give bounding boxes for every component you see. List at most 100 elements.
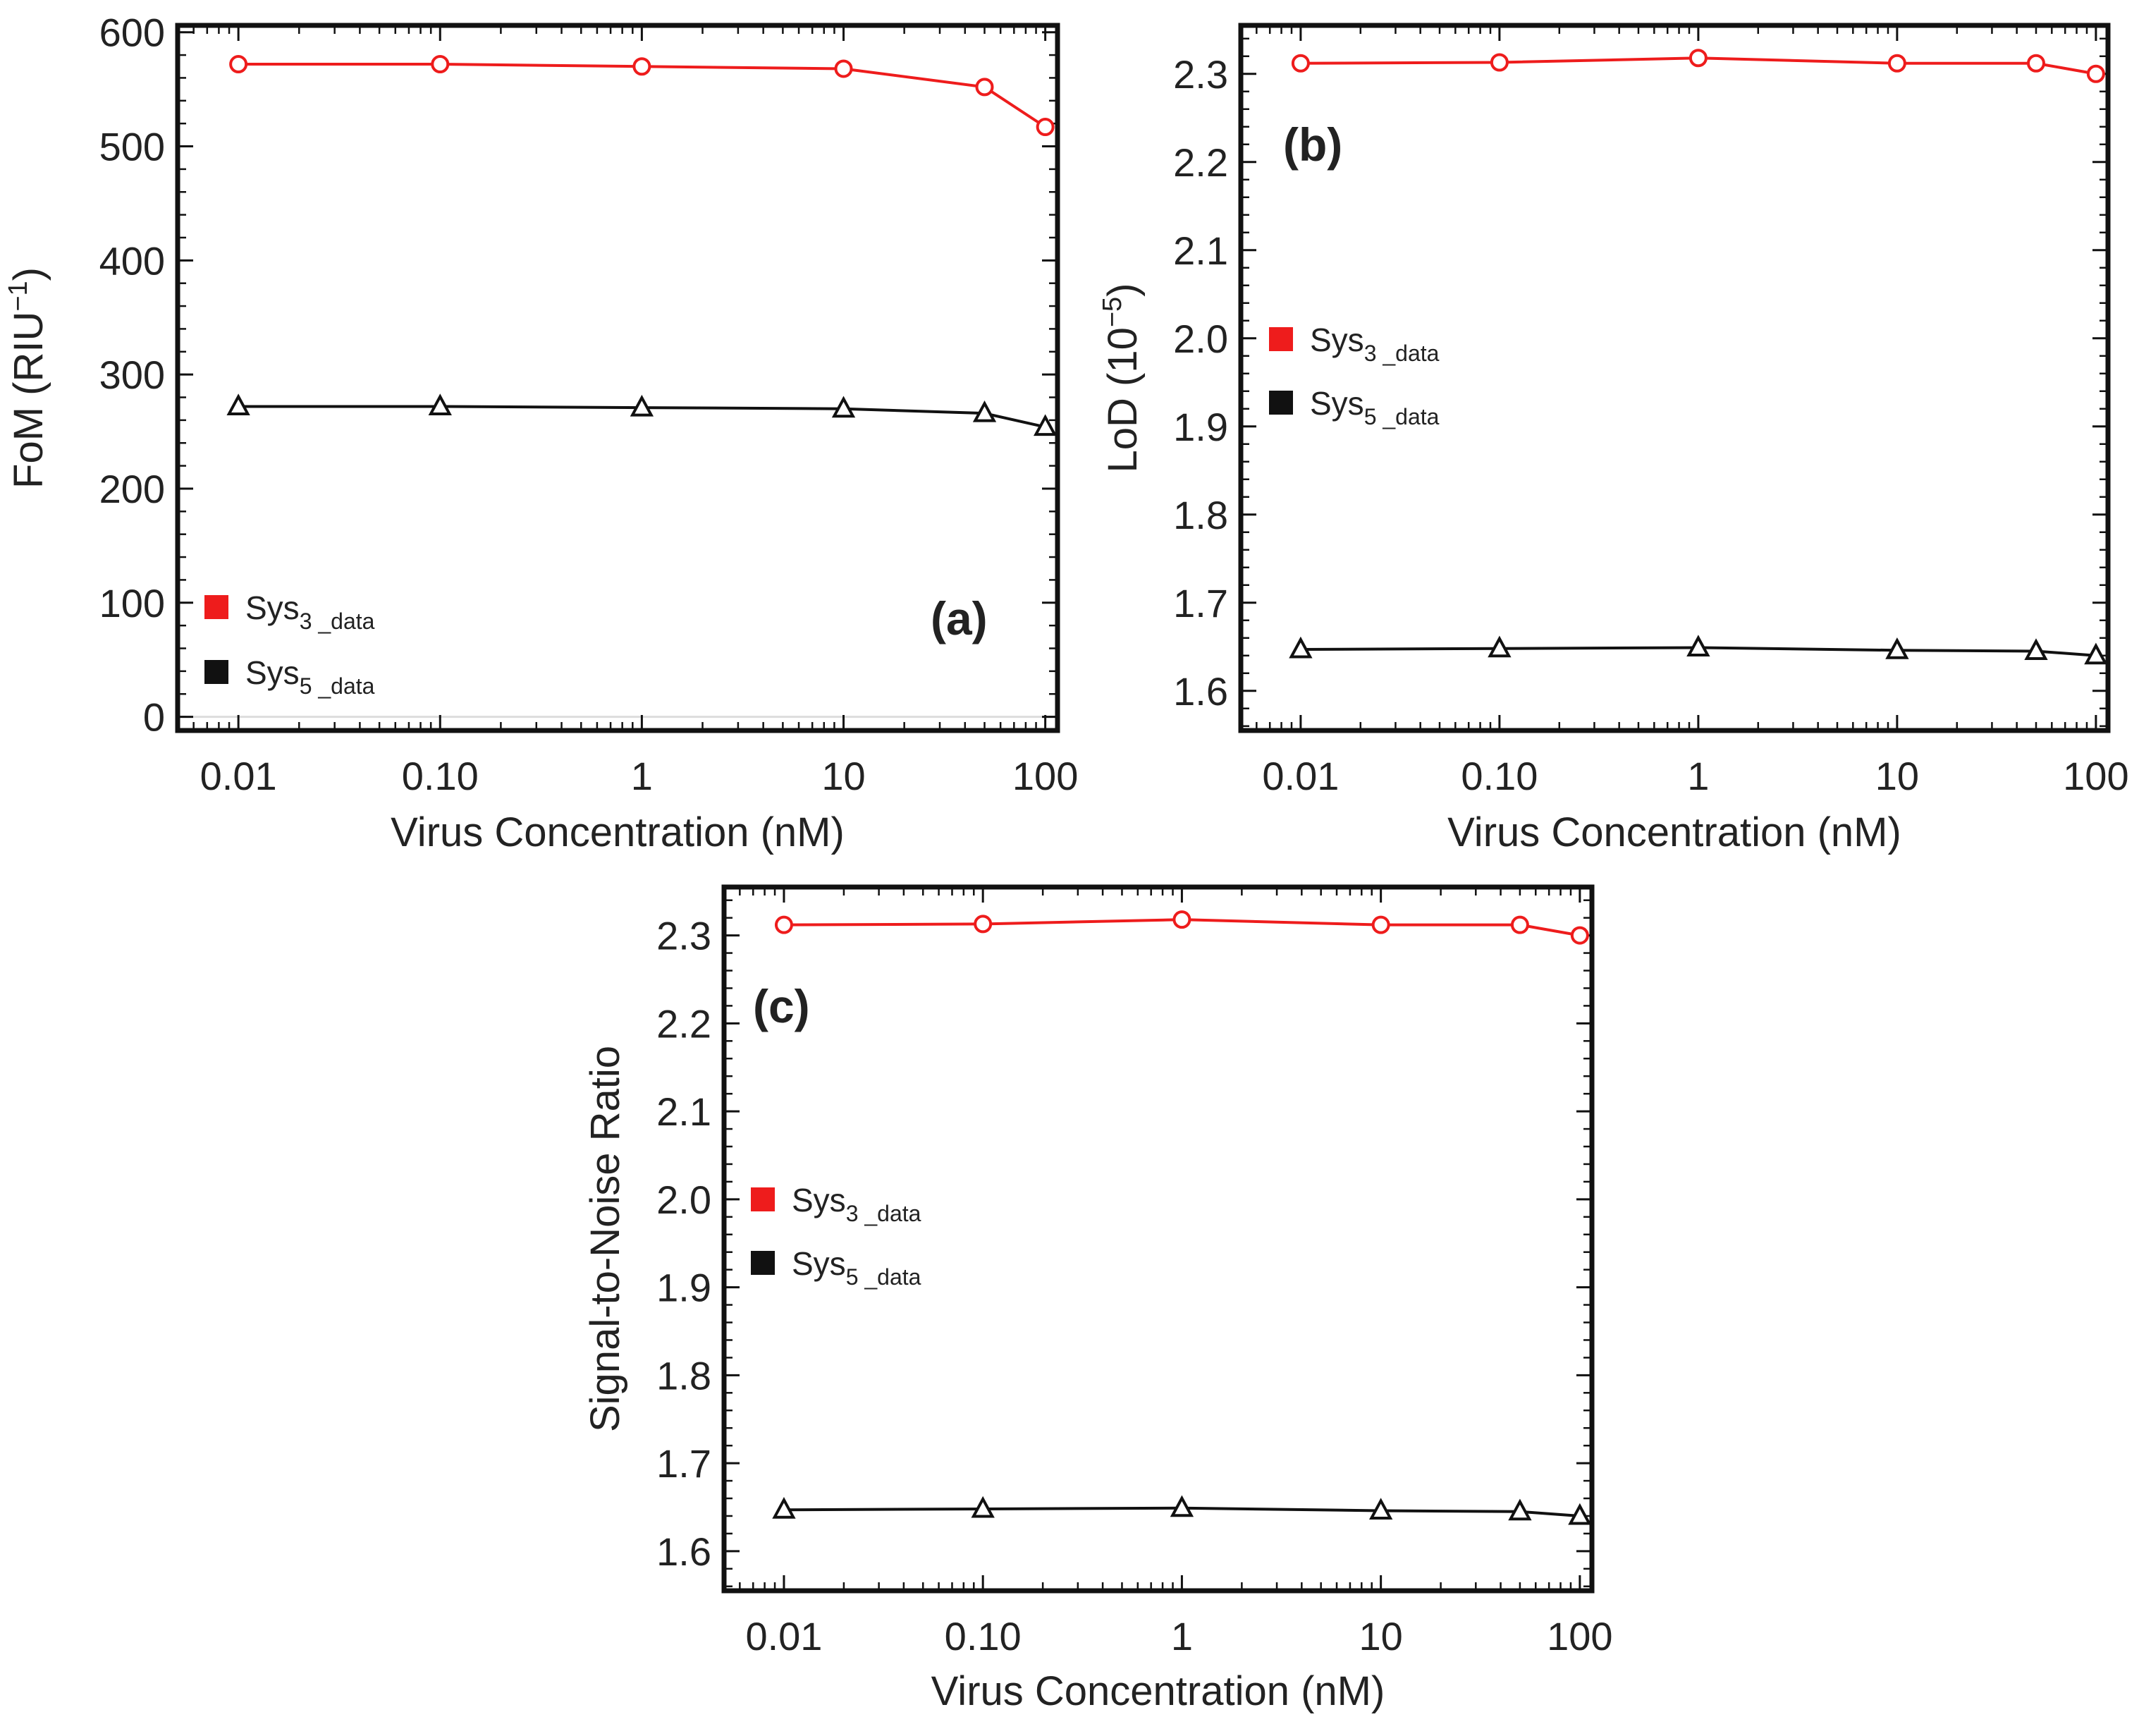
data-point <box>2086 64 2105 83</box>
panel-label: (a) <box>931 592 988 644</box>
legend-swatch <box>204 595 228 619</box>
x-axis-title: Virus Concentration (nM) <box>391 809 845 855</box>
legend-swatch <box>751 1251 775 1275</box>
data-point <box>1686 635 1710 656</box>
data-point <box>1885 637 1909 659</box>
legend-label: Sys5 _data <box>245 654 375 699</box>
y-tick-label: 2.2 <box>656 1001 711 1046</box>
y-tick-label: 100 <box>99 581 165 625</box>
y-axis-title: FoM (RIU−1) <box>4 267 51 489</box>
y-tick-label: 1.9 <box>1173 405 1228 449</box>
y-tick-label: 2.3 <box>1173 52 1228 97</box>
y-tick-label: 2.1 <box>656 1089 711 1134</box>
series-line <box>783 918 1581 937</box>
legend-label: Sys5 _data <box>792 1245 921 1290</box>
y-tick-label: 2.0 <box>1173 317 1228 361</box>
legend-label-main: Sys <box>792 1245 846 1282</box>
x-tick-label: 1 <box>1687 754 1709 798</box>
legend-swatch <box>751 1187 775 1211</box>
data-point <box>632 57 651 76</box>
data-point <box>831 396 856 418</box>
y-axis-title-sup: −5 <box>1098 297 1127 327</box>
data-point <box>1036 118 1055 137</box>
y-tick-label: 300 <box>99 353 165 397</box>
data-point <box>974 915 993 934</box>
x-tick-label: 0.10 <box>402 754 479 798</box>
data-point <box>972 400 997 422</box>
data-point <box>1490 53 1509 72</box>
data-point <box>2024 638 2048 660</box>
data-point <box>1371 915 1390 934</box>
series-line <box>1300 56 2097 75</box>
data-point <box>772 1497 796 1519</box>
x-tick-label: 0.01 <box>745 1614 822 1658</box>
data-point <box>1688 49 1708 68</box>
data-point <box>975 78 994 97</box>
data-point <box>1368 1498 1393 1520</box>
x-tick-label: 0.01 <box>200 754 277 798</box>
y-tick-label: 1.7 <box>1173 581 1228 625</box>
plot-frame <box>1238 23 2111 733</box>
y-axis-title: Signal-to-Noise Ratio <box>582 1046 628 1432</box>
plot-frame <box>175 23 1060 733</box>
x-tick-label: 100 <box>1012 754 1078 798</box>
x-tick-label: 0.10 <box>945 1614 1022 1658</box>
data-point <box>229 55 248 74</box>
legend-label-sub: 5 _data <box>1364 404 1440 429</box>
series-Sys3_data <box>229 55 1055 137</box>
data-point <box>226 393 250 415</box>
data-point <box>428 393 452 415</box>
y-tick-label: 2.3 <box>656 914 711 958</box>
data-point <box>1170 1495 1194 1517</box>
plot-frame <box>721 884 1595 1594</box>
legend-swatch <box>1269 327 1293 351</box>
y-axis-title-end: ) <box>1100 283 1146 297</box>
legend-label: Sys3 _data <box>245 589 375 634</box>
legend-label-sub: 3 _data <box>1364 341 1440 366</box>
y-tick-label: 2.1 <box>1173 228 1228 273</box>
data-point <box>2084 642 2108 665</box>
x-tick-label: 1 <box>1171 1614 1193 1658</box>
data-point <box>1291 54 1310 73</box>
y-axis-title-base: LoD (10 <box>1100 327 1146 472</box>
legend-label-main: Sys <box>1310 322 1364 358</box>
series-Sys5_data <box>772 1495 1592 1525</box>
x-tick-label: 0.10 <box>1461 754 1538 798</box>
y-tick-label: 1.8 <box>1173 493 1228 537</box>
legend-label-sub: 5 _data <box>846 1264 921 1290</box>
y-tick-label: 1.6 <box>656 1529 711 1574</box>
data-point <box>2026 54 2045 73</box>
chart-panel-b: 0.01 0.10 1 10 100 1.6 1.7 1.8 1.9 2.0 2.1 2.2 2.3 Vi… <box>1098 23 2129 855</box>
data-point <box>1887 54 1906 73</box>
panel-label: (c) <box>753 980 810 1032</box>
y-tick-label: 1.7 <box>656 1441 711 1486</box>
data-point <box>1289 636 1313 659</box>
data-point <box>1568 1503 1592 1525</box>
chart-panel-a: 0.01 0.10 1 10 100 0 100 200 300 400 500 600 Virus C… <box>4 11 1078 855</box>
data-point <box>1570 926 1589 945</box>
y-axis-title-end: ) <box>6 267 51 281</box>
panel-label: (b) <box>1283 118 1342 171</box>
legend-label: Sys3 _data <box>792 1182 921 1226</box>
y-tick-label: 500 <box>99 125 165 169</box>
series-Sys3_data <box>1291 49 2105 83</box>
data-point <box>774 915 793 934</box>
series-Sys5_data <box>226 393 1058 436</box>
y-tick-label: 1.9 <box>656 1266 711 1310</box>
y-axis-title: LoD (10−5) <box>1098 283 1146 473</box>
y-axis-title-base: FoM (RIU <box>6 312 51 489</box>
series-line <box>238 405 1046 429</box>
legend-label-main: Sys <box>245 654 300 691</box>
y-tick-label: 0 <box>143 695 165 740</box>
legend-label: Sys5 _data <box>1310 385 1440 429</box>
x-tick-label: 100 <box>1547 1614 1612 1658</box>
x-axis-title: Virus Concentration (nM) <box>1447 809 1901 855</box>
legend-swatch <box>204 660 228 684</box>
legend-swatch <box>1269 391 1293 415</box>
data-point <box>971 1496 995 1518</box>
y-tick-label: 200 <box>99 467 165 511</box>
data-point <box>1488 635 1512 658</box>
series-Sys3_data <box>774 910 1589 945</box>
data-point <box>1510 915 1529 934</box>
